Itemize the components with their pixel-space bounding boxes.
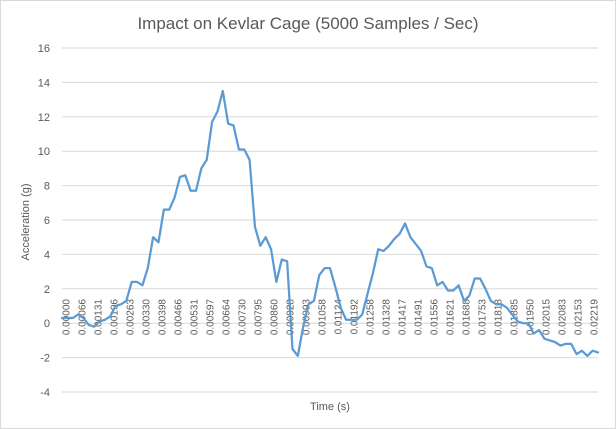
x-tick-label: 0.01950 bbox=[526, 299, 537, 336]
x-tick-label: 0.00730 bbox=[238, 299, 249, 336]
y-tick-label: 10 bbox=[38, 146, 50, 158]
x-tick-label: 0.01124 bbox=[334, 299, 345, 335]
y-tick-label: 2 bbox=[44, 284, 50, 296]
x-tick-label: 0.00531 bbox=[190, 299, 201, 336]
y-tick-label: 8 bbox=[44, 181, 50, 193]
x-tick-label: 0.01818 bbox=[494, 299, 505, 336]
y-tick-label: 16 bbox=[38, 43, 50, 55]
x-tick-label: 0.00330 bbox=[142, 299, 153, 336]
x-tick-label: 0.00597 bbox=[206, 299, 217, 336]
x-tick-label: 0.00000 bbox=[62, 299, 73, 336]
x-tick-label: 0.00398 bbox=[158, 299, 169, 336]
y-tick-label: 4 bbox=[44, 249, 50, 261]
x-tick-label: 0.01192 bbox=[350, 299, 361, 335]
y-tick-label: -4 bbox=[40, 387, 50, 399]
x-tick-label: 0.01753 bbox=[478, 299, 489, 336]
series-line bbox=[60, 89, 600, 358]
y-axis-title: Acceleration (g) bbox=[20, 183, 32, 260]
x-tick-label: 0.01688 bbox=[462, 299, 473, 336]
x-tick-label: 0.01328 bbox=[382, 299, 393, 336]
y-tick-label: 12 bbox=[38, 112, 50, 124]
x-tick-label: 0.01621 bbox=[446, 299, 457, 336]
y-axis-ticks: -4 -2 0 2 4 6 8 10 12 14 16 bbox=[38, 43, 50, 399]
x-tick-label: 0.01417 bbox=[398, 299, 409, 336]
y-tick-label: 14 bbox=[38, 77, 50, 89]
x-tick-label: 0.00664 bbox=[222, 299, 233, 336]
x-tick-label: 0.00196 bbox=[110, 299, 121, 336]
x-tick-label: 0.02219 bbox=[590, 299, 601, 336]
x-tick-label: 0.01058 bbox=[318, 299, 329, 336]
y-tick-label: 0 bbox=[44, 318, 50, 330]
x-tick-label: 0.02153 bbox=[574, 299, 585, 336]
chart-title: Impact on Kevlar Cage (5000 Samples / Se… bbox=[137, 14, 478, 33]
x-tick-label: 0.00466 bbox=[174, 299, 185, 336]
x-tick-label: 0.01556 bbox=[430, 299, 441, 336]
x-tick-label: 0.00131 bbox=[94, 299, 105, 336]
x-axis-ticks: 0.00000 0.00066 0.00131 0.00196 0.00263 0.003… bbox=[62, 299, 601, 336]
x-axis-title: Time (s) bbox=[310, 401, 350, 413]
x-tick-label: 0.01258 bbox=[366, 299, 377, 336]
x-tick-label: 0.01491 bbox=[414, 299, 425, 336]
x-tick-label: 0.02015 bbox=[542, 299, 553, 336]
x-tick-label: 0.00795 bbox=[254, 299, 265, 336]
gridlines bbox=[62, 47, 598, 393]
y-tick-label: -2 bbox=[40, 353, 50, 365]
y-tick-label: 6 bbox=[44, 215, 50, 227]
x-tick-label: 0.00860 bbox=[270, 299, 281, 336]
x-tick-label: 0.00993 bbox=[302, 299, 313, 336]
x-tick-label: 0.02083 bbox=[558, 299, 569, 336]
x-tick-label: 0.00263 bbox=[126, 299, 137, 336]
